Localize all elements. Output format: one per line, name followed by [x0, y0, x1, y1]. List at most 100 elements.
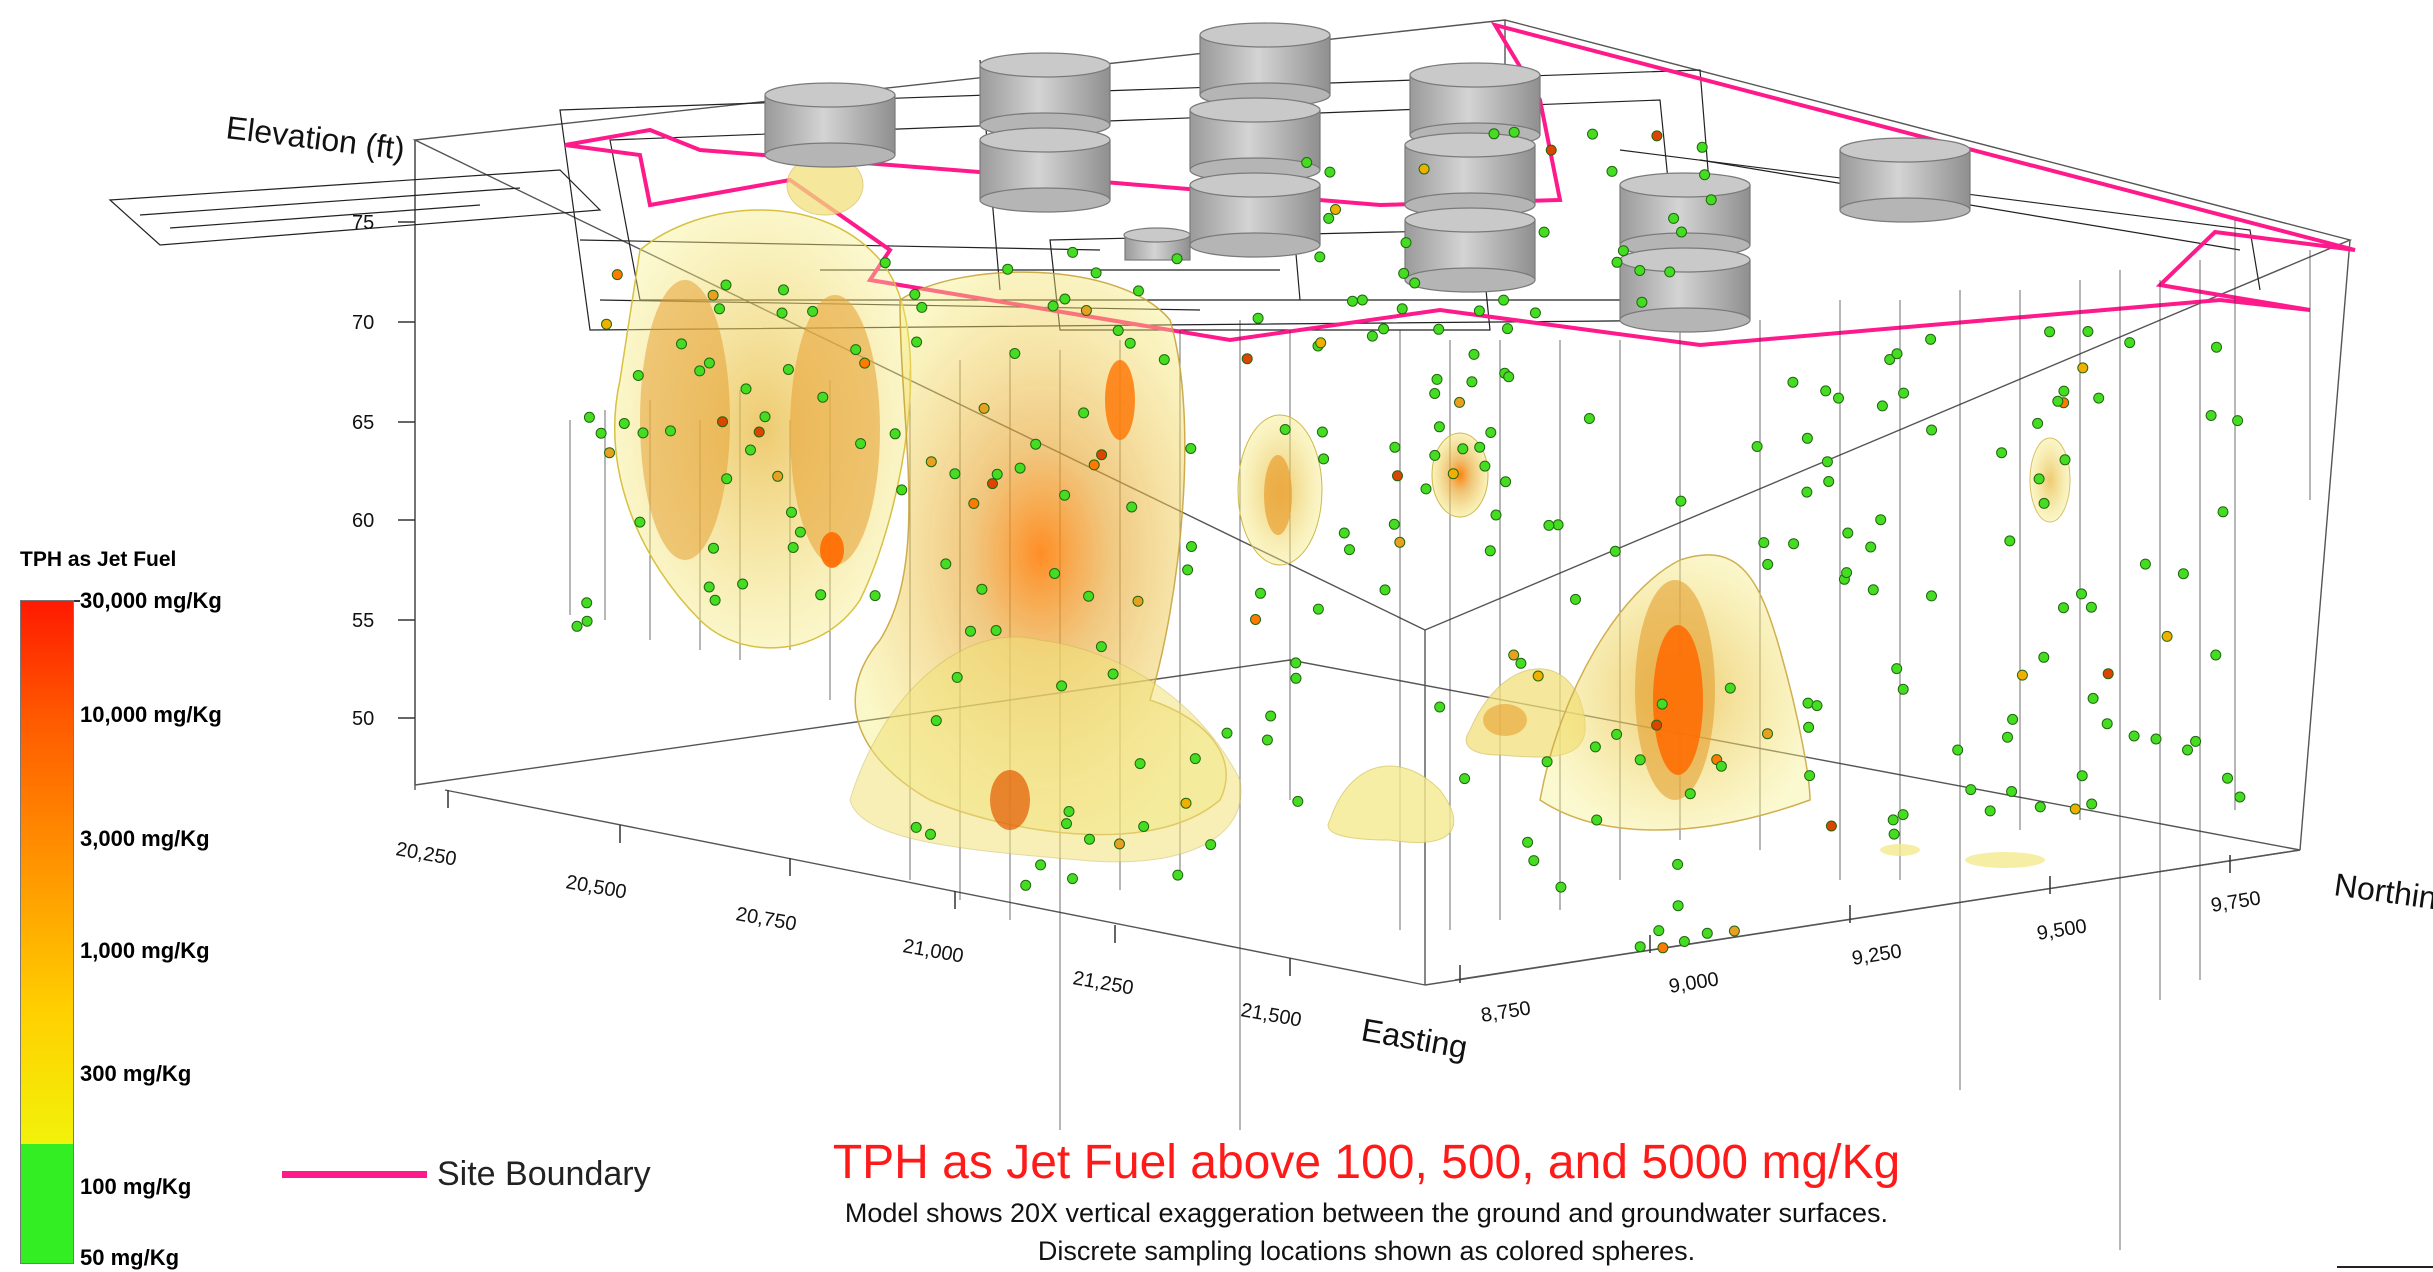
sample-sphere	[1114, 838, 1125, 850]
sample-sphere	[1182, 564, 1194, 576]
sample-sphere	[1498, 294, 1510, 306]
sample-sphere	[1433, 421, 1445, 433]
sample-sphere	[1545, 144, 1557, 156]
sample-sphere	[1636, 296, 1648, 308]
sample-sphere	[1570, 593, 1581, 605]
sample-sphere	[1803, 721, 1815, 733]
sample-sphere	[2077, 362, 2089, 374]
sample-sphere	[2217, 506, 2229, 518]
sample-sphere	[910, 821, 922, 833]
sample-sphere	[1699, 169, 1711, 181]
sample-sphere	[1431, 373, 1443, 385]
sample-sphere	[1842, 527, 1854, 539]
sample-sphere	[1473, 305, 1485, 317]
sample-sphere	[1126, 501, 1138, 513]
sample-sphere	[2016, 669, 2028, 681]
sample-sphere	[1002, 263, 1014, 275]
sample-sphere	[1078, 407, 1090, 419]
sample-sphere	[721, 473, 733, 485]
sample-sphere	[987, 478, 998, 490]
sample-sphere	[1180, 797, 1192, 809]
sample-sphere	[1926, 590, 1937, 602]
sample-sphere	[1324, 166, 1336, 178]
sample-sphere	[1897, 809, 1909, 821]
legend-stop-label: 300 mg/Kg	[80, 1061, 192, 1086]
sample-sphere	[2032, 417, 2044, 429]
sample-sphere	[2124, 337, 2136, 349]
sample-sphere	[1801, 486, 1813, 498]
legend-stop-label: 50 mg/Kg	[80, 1245, 180, 1270]
sample-sphere	[815, 589, 827, 601]
sample-sphere	[1171, 253, 1183, 265]
sample-sphere	[1112, 325, 1124, 336]
sample-sphere	[1250, 614, 1261, 625]
sample-sphere	[1312, 603, 1324, 615]
sample-sphere	[1484, 545, 1496, 557]
sample-sphere	[717, 416, 728, 428]
sample-sphere	[1014, 462, 1026, 474]
sample-sphere	[1189, 753, 1201, 765]
sample-sphere	[1984, 805, 1996, 817]
sample-sphere	[1400, 237, 1412, 249]
sample-sphere	[1056, 680, 1068, 692]
sample-sphere	[869, 590, 881, 602]
sample-sphere	[2076, 770, 2088, 782]
sample-sphere	[1611, 728, 1623, 740]
sample-sphere	[2002, 731, 2013, 743]
sample-sphere	[1418, 163, 1430, 175]
sample-sphere	[1788, 538, 1800, 550]
northing-tick-label: 9,000	[1667, 968, 1720, 998]
sample-sphere	[1488, 128, 1500, 140]
sample-sphere	[1049, 568, 1061, 579]
plume-south-mid-core	[1483, 704, 1527, 736]
sample-sphere	[879, 257, 891, 269]
sample-sphere	[1529, 307, 1541, 319]
tank-4	[1199, 22, 1331, 108]
northing-tick-label: 9,250	[1850, 940, 1903, 970]
sample-sphere	[1389, 441, 1401, 453]
sample-sphere	[2007, 713, 2019, 725]
sample-sphere	[1634, 941, 1646, 953]
sample-sphere	[2059, 454, 2071, 466]
sample-sphere	[2082, 326, 2094, 337]
sample-sphere	[1724, 682, 1736, 694]
tank-8	[1404, 132, 1536, 218]
sample-sphere	[1020, 879, 1032, 891]
sample-sphere	[707, 289, 719, 301]
sample-sphere	[778, 284, 789, 296]
sample-sphere	[1876, 400, 1888, 412]
sample-sphere	[1158, 354, 1170, 366]
sample-sphere	[2210, 649, 2222, 661]
sample-sphere	[1820, 385, 1832, 397]
sample-sphere	[1316, 426, 1328, 438]
sample-sphere	[1664, 266, 1676, 278]
sample-sphere	[2139, 558, 2151, 570]
sample-sphere	[1409, 277, 1421, 289]
sample-sphere	[1758, 537, 1770, 549]
sample-sphere	[1241, 353, 1253, 365]
sample-sphere	[1508, 649, 1520, 661]
sample-sphere	[2190, 735, 2202, 747]
sample-sphere	[583, 411, 595, 423]
sample-sphere	[1583, 413, 1595, 424]
sample-sphere	[740, 383, 752, 395]
sample-sphere	[1801, 432, 1813, 444]
sample-sphere	[1047, 300, 1059, 312]
sample-sphere	[745, 444, 756, 456]
sample-sphere	[1420, 483, 1432, 495]
sample-sphere	[1657, 942, 1669, 954]
sample-sphere	[1675, 495, 1687, 507]
sample-spheres	[571, 126, 2246, 954]
plume-east-small	[1431, 432, 1489, 518]
sample-sphere	[1823, 476, 1835, 487]
plume-south-large-hot	[1653, 625, 1703, 775]
tank-10	[1619, 172, 1751, 258]
legend-tick	[74, 600, 80, 602]
sample-sphere	[1468, 348, 1480, 360]
plume-west-core	[790, 295, 880, 565]
sample-sphere	[1841, 567, 1853, 579]
easting-tick-label: 20,250	[394, 838, 458, 870]
sample-sphere	[601, 318, 612, 330]
sample-sphere	[859, 357, 871, 369]
